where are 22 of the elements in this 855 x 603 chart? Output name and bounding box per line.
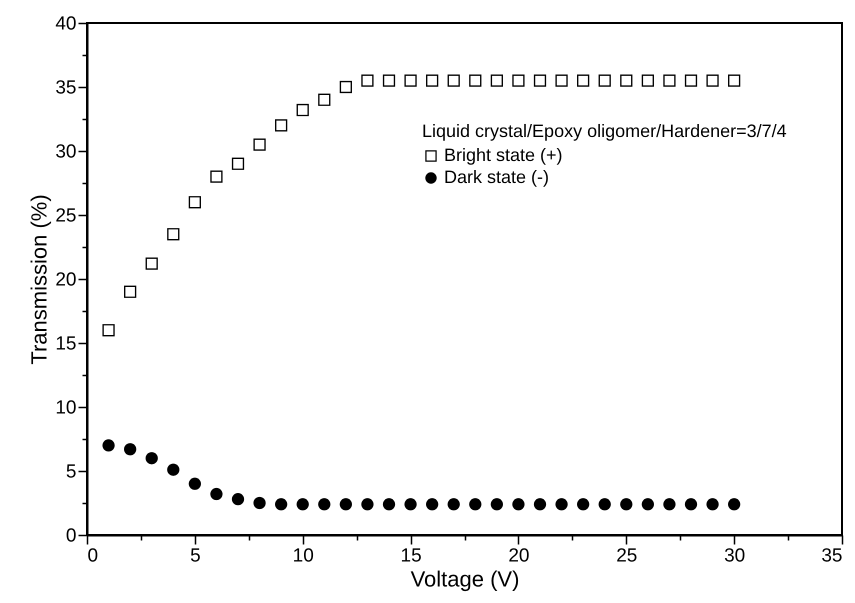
- x-tick-label: 35: [821, 546, 842, 566]
- x-axis-title: Voltage (V): [410, 566, 520, 592]
- x-tick-label: 30: [724, 546, 746, 566]
- x-tick-label: 5: [190, 546, 201, 566]
- y-tick-label: 30: [55, 142, 76, 162]
- y-tick-label: 35: [55, 78, 76, 98]
- y-tick-label: 40: [55, 14, 76, 34]
- x-tick-label: 0: [88, 546, 98, 566]
- x-tick-label: 25: [616, 546, 638, 566]
- x-tick-label: 20: [508, 546, 530, 566]
- y-tick-label: 10: [55, 398, 76, 418]
- legend-label: Dark state (-): [444, 167, 550, 187]
- legend-title: Liquid crystal/Epoxy oligomer/Hardener=3/7/4: [422, 121, 787, 141]
- x-tick-label: 15: [400, 546, 422, 566]
- y-tick-label: 0: [66, 526, 76, 546]
- x-tick-label: 10: [292, 546, 314, 566]
- y-axis-title: Transmission (%): [26, 194, 52, 365]
- y-tick-label: 5: [66, 462, 76, 482]
- y-tick-label: 15: [55, 334, 76, 354]
- y-tick-label: 20: [55, 270, 76, 290]
- y-tick-label: 25: [55, 206, 76, 226]
- legend-label: Bright state (+): [444, 145, 563, 165]
